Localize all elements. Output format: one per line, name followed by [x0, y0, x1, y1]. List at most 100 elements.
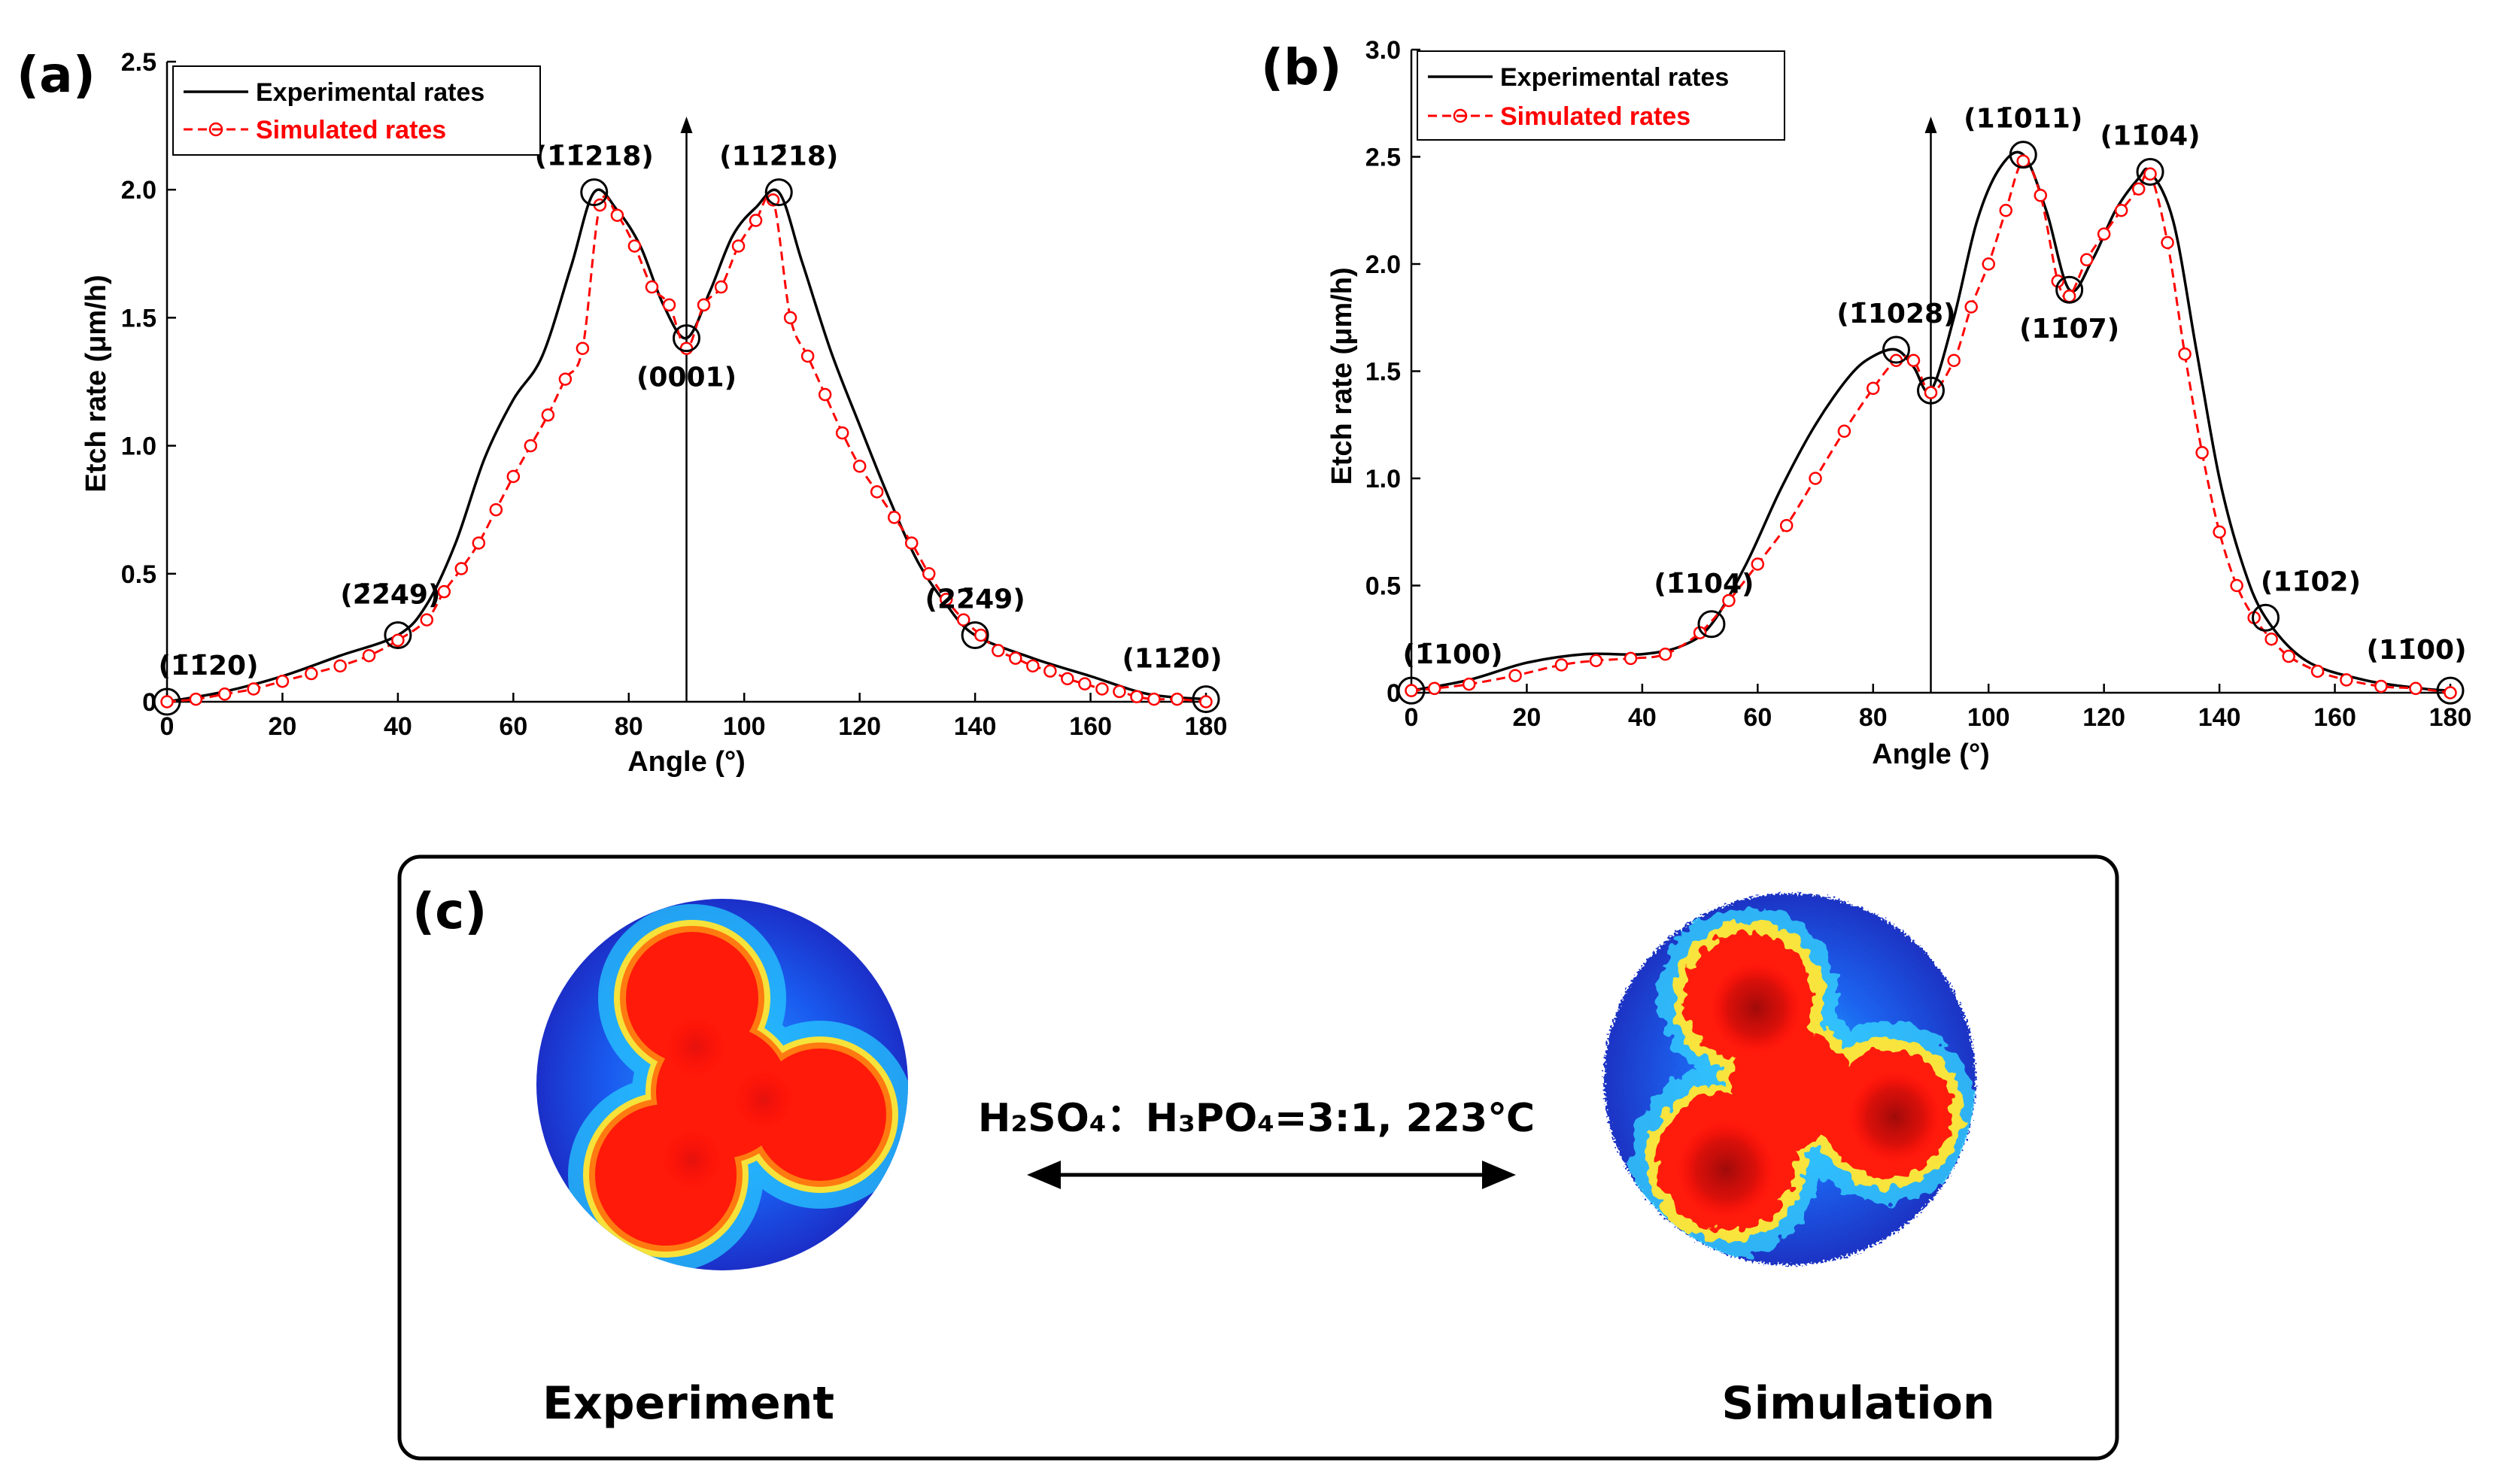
simulated-point	[362, 648, 376, 663]
simulated-point	[489, 502, 503, 517]
simulated-point	[2230, 578, 2243, 593]
simulated-point	[1199, 695, 1213, 709]
simulated-point	[1026, 659, 1040, 673]
chart-b-series	[1405, 150, 2457, 700]
simulated-point	[2282, 649, 2295, 663]
simulated-point	[1508, 669, 1522, 682]
simulated-point	[783, 311, 797, 325]
simulated-point	[835, 426, 849, 440]
simulated-point	[679, 341, 694, 355]
chart-a-legend: Experimental rates Simulated rates	[172, 65, 541, 156]
simulated-point	[852, 460, 867, 473]
annotation-label: (11̄04)	[2100, 120, 2200, 151]
legend-marker-simulated	[1453, 108, 1468, 123]
simulated-point	[749, 214, 763, 227]
x-tick-label: 120	[838, 712, 881, 741]
simulated-point	[662, 298, 676, 312]
annotation-label: (1̄1̄20)	[158, 651, 258, 681]
simulated-point	[610, 208, 624, 222]
simulated-point	[333, 659, 347, 673]
formula-text: H₂SO₄：H₃PO₄=3:1, 223℃	[978, 1096, 1535, 1141]
panel-label-c: (c)	[412, 882, 487, 940]
simulated-point	[1809, 472, 1822, 485]
simulated-point	[2016, 154, 2031, 168]
chart-a-annotations: (1̄1̄20) (2̄2̄49) (1̄1̄218) (0001) (112̄18) (…	[153, 141, 1223, 716]
simulated-point	[2143, 167, 2157, 181]
simulated-point	[1095, 682, 1109, 696]
y-tick-label: 1.5	[121, 304, 156, 332]
simulated-point	[160, 695, 174, 709]
simulated-point	[1779, 518, 1794, 533]
simulated-point	[2114, 204, 2128, 217]
x-tick-label: 100	[723, 712, 766, 741]
simulated-point	[2161, 235, 2174, 250]
x-axis-title: Angle (°)	[1872, 739, 1990, 770]
x-tick-label: 40	[1628, 703, 1657, 732]
simulated-point	[957, 613, 970, 627]
annotation-marker	[961, 621, 989, 649]
x-tick-label: 120	[2082, 703, 2125, 732]
x-tick-label: 160	[2313, 703, 2356, 732]
simulated-point	[1130, 690, 1144, 703]
x-tick-label: 0	[1405, 703, 1419, 732]
legend-label-experimental: Experimental rates	[256, 78, 484, 107]
simulated-point	[2131, 182, 2146, 196]
annotation-label: (11̄02)	[2261, 566, 2361, 597]
simulated-point	[1427, 681, 1441, 696]
y-tick-label: 1.5	[1365, 358, 1401, 387]
legend-label-experimental: Experimental rates	[1500, 63, 1729, 92]
annotation-marker	[673, 324, 700, 353]
simulated-point	[974, 628, 988, 642]
annotation-marker	[2436, 676, 2465, 705]
simulated-point	[189, 692, 203, 706]
simulated-point	[1658, 647, 1672, 661]
y-tick-label: 0	[142, 688, 156, 717]
y-axis-title: Etch rate (μm/h)	[80, 275, 112, 492]
simulated-point	[818, 387, 832, 402]
simulated-point	[1837, 424, 1851, 439]
double-arrow-icon	[1027, 1161, 1516, 1189]
x-tick-label: 160	[1069, 712, 1112, 741]
simulated-point	[472, 536, 486, 550]
x-tick-label: 20	[269, 712, 297, 741]
x-tick-label: 140	[954, 712, 997, 741]
legend-label-simulated: Simulated rates	[1500, 102, 1690, 131]
annotation-label: (11̄00)	[2366, 635, 2466, 666]
x-tick-label: 20	[1513, 703, 1542, 732]
simulated-point	[1751, 557, 1765, 571]
legend-marker-simulated	[208, 122, 223, 137]
annotation-label: (112̄18)	[719, 141, 838, 172]
x-tick-label: 140	[2198, 703, 2241, 732]
annotation-marker	[580, 178, 609, 207]
simulated-point	[940, 593, 953, 606]
chart-a: (a) 0 20 40 60 80 100 120 140 160 180 0 0.5 1.0 1.5 2.…	[17, 46, 1227, 778]
simulated-point	[217, 687, 232, 701]
chart-b-axes: 0 20 40 60 80 100 120 140 160 180 0 0.5 1.0 1.5 2.0 2.5…	[1326, 36, 2471, 770]
simulated-point	[2444, 686, 2457, 700]
simulated-point	[541, 408, 555, 422]
annotation-marker	[764, 178, 793, 207]
experiment-caption: Experiment	[542, 1377, 834, 1430]
y-tick-label: 0	[1387, 679, 1401, 708]
simulated-point	[1113, 684, 1126, 699]
simulated-point	[1405, 684, 1418, 697]
x-tick-label: 80	[1859, 703, 1888, 732]
y-tick-label: 2.0	[121, 176, 156, 205]
annotation-marker	[2055, 275, 2084, 304]
annotation-marker	[1397, 676, 1426, 705]
y-tick-label: 2.5	[1365, 144, 1401, 172]
simulated-point	[2178, 347, 2192, 361]
simulated-point	[2079, 253, 2094, 267]
legend-box	[172, 65, 541, 156]
annotation-label: (11̄07)	[2019, 314, 2119, 344]
simulated-point	[247, 682, 260, 696]
simulated-point	[437, 584, 451, 599]
arrow-up-icon	[680, 117, 693, 133]
panel-c: (c)	[397, 854, 2119, 1461]
simulated-point	[645, 280, 659, 294]
simulated-point	[1170, 692, 1184, 706]
simulated-point	[391, 633, 405, 648]
annotation-marker	[153, 687, 181, 716]
simulated-point	[1061, 672, 1074, 686]
